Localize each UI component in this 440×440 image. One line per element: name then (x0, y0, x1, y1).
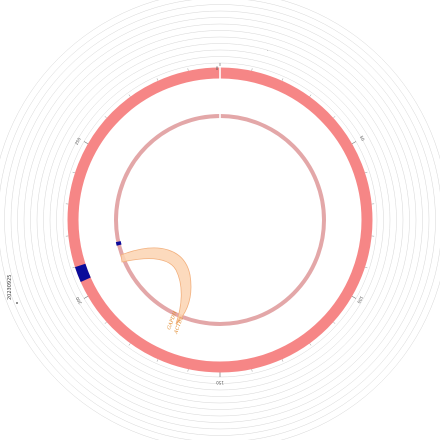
guide-ring (23, 23, 417, 417)
tick-mark (128, 94, 131, 97)
tick-mark (72, 266, 76, 269)
guide-ring (17, 17, 423, 423)
tick-marks (65, 63, 375, 377)
scale-label-100: 100 (356, 295, 364, 305)
side-label: 20230925 (7, 275, 13, 300)
tick-mark (333, 321, 336, 324)
tick-mark (83, 141, 89, 145)
highlight-segment-outer (74, 263, 91, 283)
tick-mark (187, 369, 189, 372)
tick-mark (309, 94, 312, 97)
guide-ring (43, 43, 397, 397)
guide-ring (4, 4, 436, 436)
tick-mark (309, 343, 312, 346)
guide-ring (30, 30, 410, 410)
scale-label-0: 0 (216, 66, 219, 71)
scale-label-200: 200 (74, 296, 82, 306)
tick-mark (281, 78, 284, 81)
tick-mark (251, 68, 253, 71)
tick-mark (83, 295, 89, 299)
tick-mark (364, 171, 368, 174)
highlight-segment-inner (115, 241, 122, 246)
tick-mark (251, 369, 253, 372)
corner-mark: · (267, 48, 268, 53)
side-dot (16, 302, 18, 304)
guide-ring (56, 56, 384, 384)
scale-label-150: 150 (216, 380, 224, 385)
tick-mark (351, 295, 357, 299)
tick-mark (104, 116, 107, 119)
inner-track (114, 114, 326, 326)
guide-ring (62, 62, 378, 378)
guide-ring (10, 10, 430, 430)
tick-mark (351, 141, 357, 145)
guide-ring (36, 36, 404, 404)
tick-mark (72, 171, 76, 174)
tick-mark (156, 78, 159, 81)
tick-mark (156, 359, 159, 362)
tick-mark (128, 343, 131, 346)
tick-mark (281, 359, 284, 362)
link-ribbon (120, 247, 192, 325)
tick-mark (187, 68, 189, 71)
tick-mark (104, 321, 107, 324)
scale-label-250: 250 (74, 136, 82, 146)
tick-mark (364, 266, 368, 269)
guide-ring (49, 49, 391, 391)
tick-mark (333, 116, 336, 119)
scale-label-50: 50 (359, 135, 366, 142)
scale-labels: 0 50 100 150 200 250 (74, 66, 366, 385)
